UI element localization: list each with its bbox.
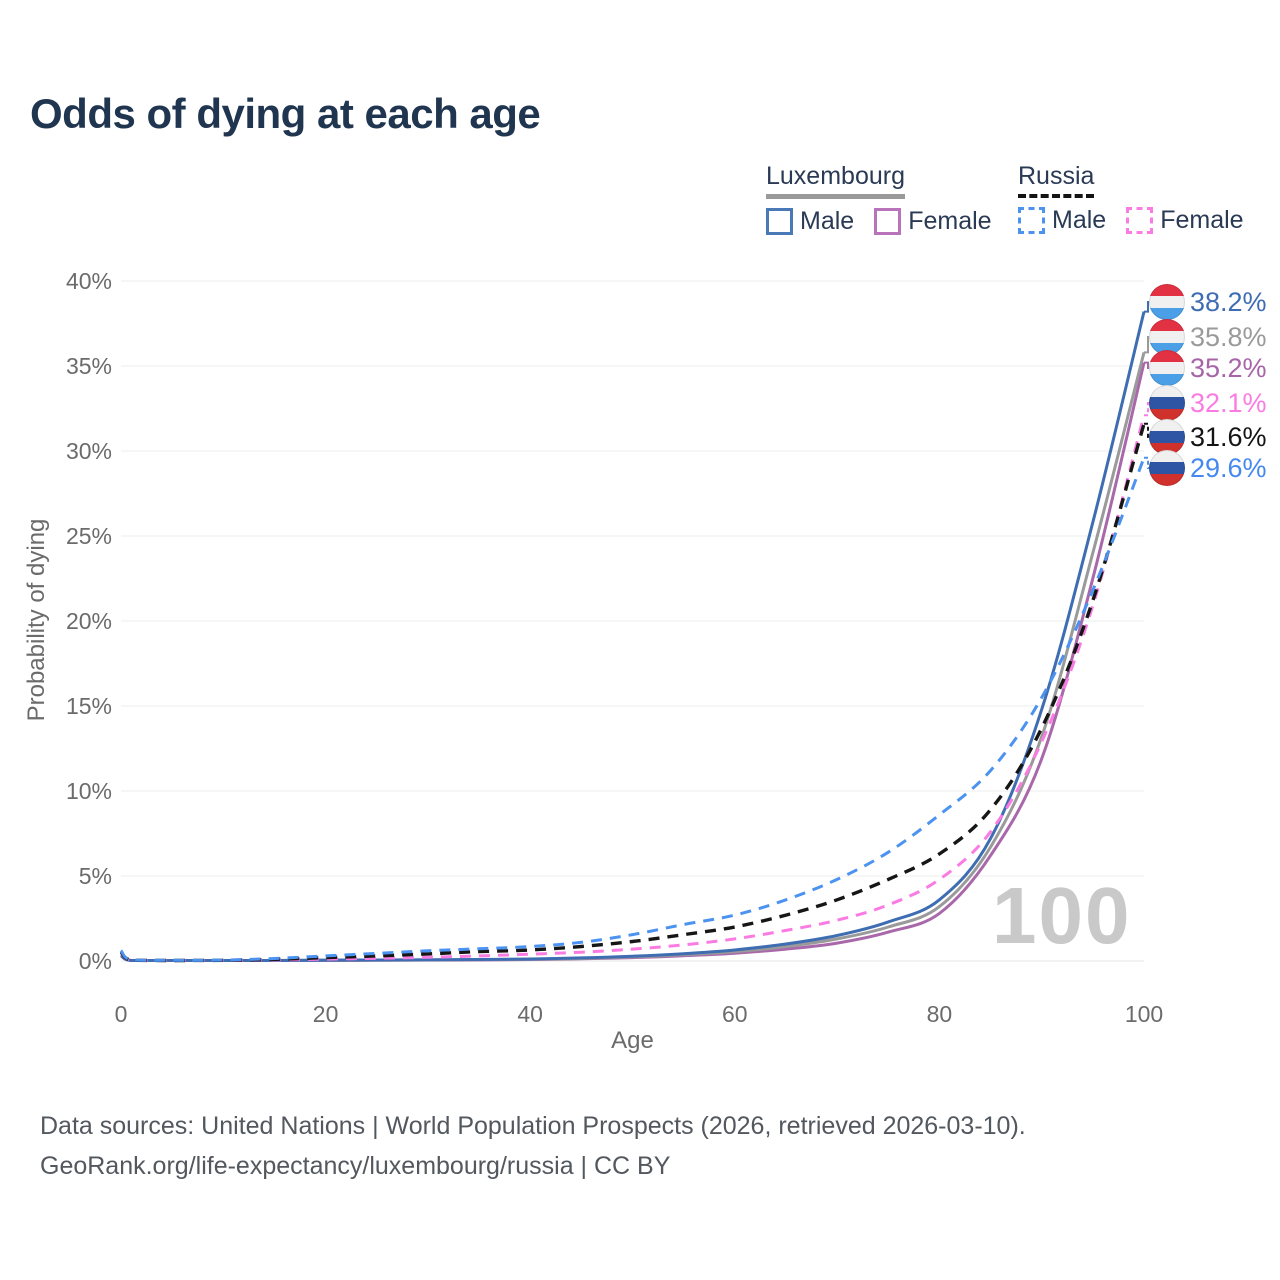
russia-flag-icon — [1149, 385, 1185, 421]
x-tick-label: 100 — [1125, 1001, 1163, 1027]
y-tick-label: 25% — [66, 523, 112, 549]
end-value-label: 35.2% — [1190, 352, 1267, 383]
end-value-label: 35.8% — [1190, 321, 1267, 352]
chart-title: Odds of dying at each age — [30, 90, 541, 137]
end-label-row-luxembourg-female: 35.2% — [1149, 350, 1267, 386]
end-value-label: 32.1% — [1190, 387, 1267, 418]
end-label-row-russia-male: 29.6% — [1149, 450, 1267, 486]
end-value-label: 31.6% — [1190, 421, 1267, 452]
x-tick-label: 80 — [927, 1001, 953, 1027]
luxembourg-male-swatch-icon — [766, 207, 793, 235]
attribution-line: GeoRank.org/life-expectancy/luxembourg/r… — [40, 1152, 671, 1180]
end-label-row-luxembourg-male: 38.2% — [1149, 284, 1267, 320]
y-tick-label: 15% — [66, 693, 112, 719]
luxembourg-flag-icon — [1149, 284, 1185, 320]
x-axis-title: Age — [611, 1027, 654, 1054]
legend-item-russia-male[interactable]: Male — [1018, 206, 1106, 235]
y-tick-label: 5% — [79, 863, 112, 889]
series-line-luxembourg-female[interactable] — [120, 362, 1146, 963]
y-tick-label: 10% — [66, 778, 112, 804]
y-tick-label: 30% — [66, 438, 112, 464]
y-tick-label: 20% — [66, 608, 112, 634]
legend-item-label: Female — [908, 206, 992, 235]
russia-flag-icon — [1149, 450, 1185, 486]
legend-group-luxembourg: Luxembourg Male Female — [766, 162, 1012, 236]
legend-country-russia[interactable]: Russia — [1018, 162, 1095, 198]
luxembourg-female-swatch-icon — [874, 207, 902, 235]
x-tick-label: 60 — [722, 1001, 748, 1027]
y-tick-label: 0% — [79, 948, 112, 974]
end-label-row-russia-female: 32.1% — [1149, 385, 1267, 421]
legend-item-label: Male — [800, 206, 855, 235]
series-line-russia-male[interactable] — [119, 457, 1146, 962]
y-axis-title: Probability of dying — [23, 519, 50, 722]
data-source-line: Data sources: United Nations | World Pop… — [40, 1112, 1026, 1140]
russia-male-swatch-icon — [1018, 206, 1045, 234]
y-tick-label: 40% — [66, 268, 112, 294]
legend-item-russia-female[interactable]: Female — [1126, 205, 1244, 235]
legend-country-label: Russia — [1018, 162, 1095, 190]
end-label-row-russia-both-sexes: 31.6% — [1149, 419, 1267, 455]
series-line-russia-female[interactable] — [119, 414, 1146, 962]
label-connector — [1144, 402, 1152, 417]
x-tick-label: 20 — [313, 1001, 339, 1027]
luxembourg-flag-icon — [1149, 350, 1185, 386]
legend-item-luxembourg-male[interactable]: Male — [766, 207, 854, 236]
end-value-label: 38.2% — [1190, 286, 1267, 317]
series-line-russia-both-sexes[interactable] — [119, 423, 1146, 963]
legend-item-label: Male — [1052, 205, 1107, 234]
label-connector — [1144, 422, 1152, 438]
russia-female-swatch-icon — [1126, 206, 1154, 234]
series-line-luxembourg-male[interactable] — [120, 311, 1146, 963]
legend-country-label: Luxembourg — [766, 162, 905, 190]
legend-group-russia: Russia Male Female — [1018, 162, 1264, 235]
x-tick-label: 40 — [517, 1001, 543, 1027]
legend-country-luxembourg[interactable]: Luxembourg — [766, 162, 905, 199]
end-value-label: 29.6% — [1190, 452, 1267, 483]
age-counter-watermark: 100 — [992, 871, 1132, 960]
legend-item-label: Female — [1160, 205, 1244, 234]
chart-footer: Data sources: United Nations | World Pop… — [40, 1106, 1260, 1186]
series-line-luxembourg-both-sexes[interactable] — [120, 352, 1146, 963]
x-tick-label: 0 — [115, 1001, 128, 1027]
luxembourg-flag-icon — [1149, 319, 1185, 355]
russia-flag-icon — [1149, 419, 1185, 455]
y-tick-label: 35% — [66, 353, 112, 379]
legend-item-luxembourg-female[interactable]: Female — [874, 206, 992, 236]
end-label-row-luxembourg-both-sexes: 35.8% — [1149, 319, 1267, 355]
